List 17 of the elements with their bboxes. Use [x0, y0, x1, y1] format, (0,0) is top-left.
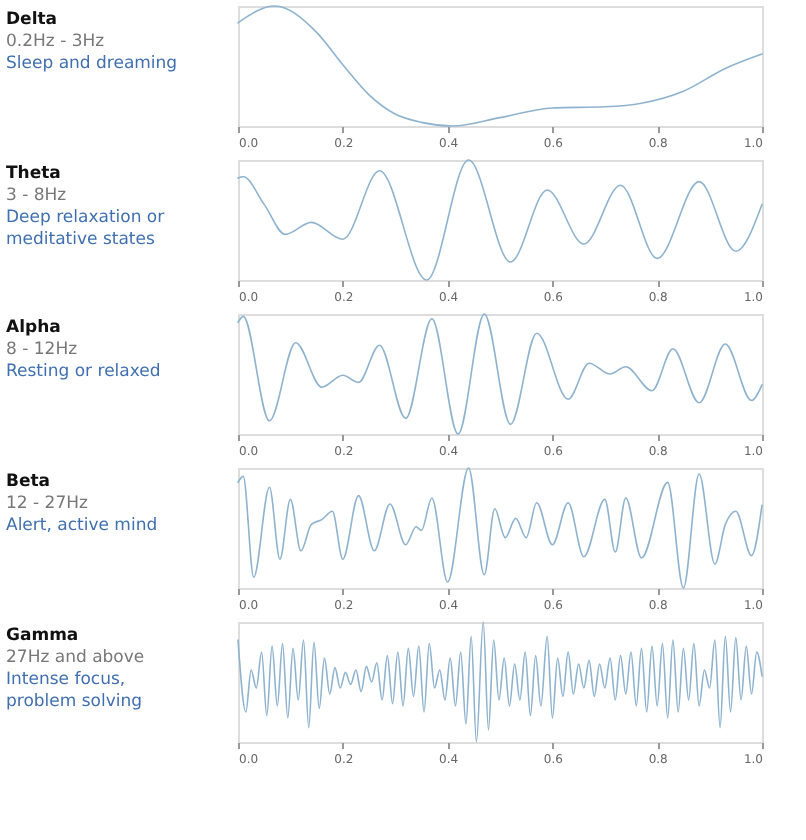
text: meditative states: [6, 230, 156, 250]
text: Gamma: [6, 626, 79, 646]
text: Alert, active mind: [6, 516, 158, 536]
text: 12 - 27Hz: [6, 494, 89, 514]
text: Theta: [6, 164, 62, 184]
text: Alpha: [6, 318, 62, 338]
text: Delta: [6, 10, 58, 30]
text: Deep relaxation or: [6, 208, 166, 228]
text: Resting or relaxed: [6, 362, 161, 382]
text: 0.2Hz - 3Hz: [6, 32, 106, 52]
text: problem solving: [6, 692, 143, 712]
text: Intense focus,: [6, 670, 126, 690]
text: Beta: [6, 472, 51, 492]
text: 3 - 8Hz: [6, 186, 68, 206]
text: 27Hz and above: [6, 648, 145, 668]
text: 8 - 12Hz: [6, 340, 79, 360]
text: Sleep and dreaming: [6, 54, 178, 74]
